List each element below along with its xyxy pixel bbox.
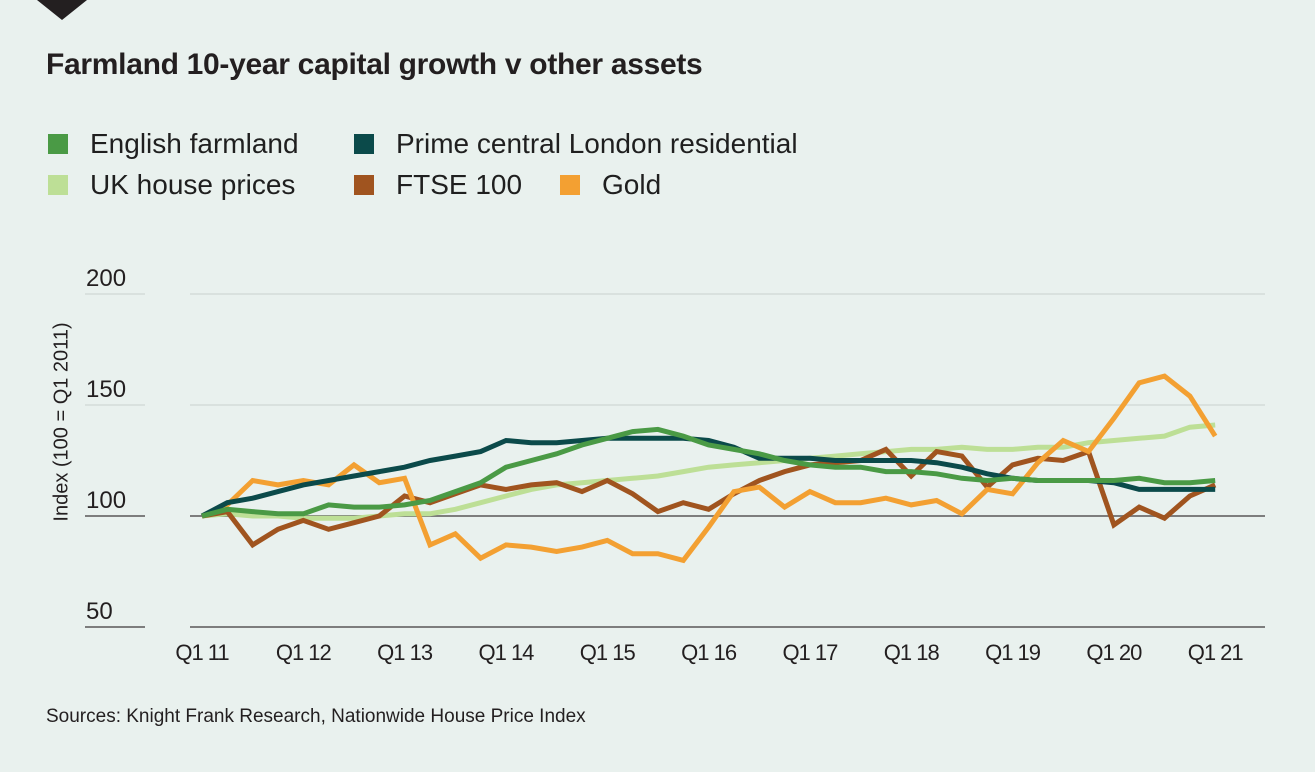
legend-swatch bbox=[48, 175, 68, 195]
legend-item-prime-central-london: Prime central London residential bbox=[354, 128, 798, 160]
x-tick-label: Q1 16 bbox=[681, 640, 737, 665]
series-line-gold bbox=[200, 373, 1218, 564]
x-tick-label: Q1 19 bbox=[985, 640, 1041, 665]
legend-label: UK house prices bbox=[90, 169, 296, 200]
legend-label: FTSE 100 bbox=[396, 169, 523, 200]
series-line-ftse-100 bbox=[201, 446, 1217, 549]
legend-swatch bbox=[560, 175, 580, 195]
legend-item-english-farmland: English farmland bbox=[48, 128, 299, 160]
y-tick-label: 150 bbox=[86, 376, 126, 403]
x-tick-label: Q1 13 bbox=[377, 640, 433, 665]
legend-label: Gold bbox=[602, 169, 662, 200]
x-tick-label: Q1 20 bbox=[1086, 640, 1142, 665]
y-tick-label: 100 bbox=[86, 487, 126, 514]
x-tick-label: Q1 15 bbox=[580, 640, 636, 665]
x-tick-label: Q1 14 bbox=[478, 640, 534, 665]
x-tick-label: Q1 17 bbox=[782, 640, 838, 665]
legend-label: English farmland bbox=[90, 128, 299, 159]
legend-swatch bbox=[354, 175, 374, 195]
y-tick-label: 200 bbox=[86, 265, 126, 292]
x-tick-label: Q1 18 bbox=[884, 640, 940, 665]
legend-swatch bbox=[354, 134, 374, 154]
legend-item-gold: Gold bbox=[560, 169, 661, 201]
series-line-prime-central-london-residential bbox=[200, 435, 1216, 519]
legend-item-ftse-100: FTSE 100 bbox=[354, 169, 522, 201]
y-tick-label: 50 bbox=[86, 598, 113, 625]
corner-marker bbox=[37, 0, 87, 20]
legend-item-uk-house-prices: UK house prices bbox=[48, 169, 295, 201]
series-line-english-farmland bbox=[201, 426, 1216, 519]
x-tick-label: Q1 11 bbox=[175, 640, 229, 665]
x-tick-label: Q1 21 bbox=[1188, 640, 1244, 665]
source-note: Sources: Knight Frank Research, Nationwi… bbox=[46, 706, 586, 727]
x-tick-label: Q1 12 bbox=[276, 640, 332, 665]
legend-swatch bbox=[48, 134, 68, 154]
chart-title: Farmland 10-year capital growth v other … bbox=[46, 48, 703, 81]
legend-label: Prime central London residential bbox=[396, 128, 798, 159]
